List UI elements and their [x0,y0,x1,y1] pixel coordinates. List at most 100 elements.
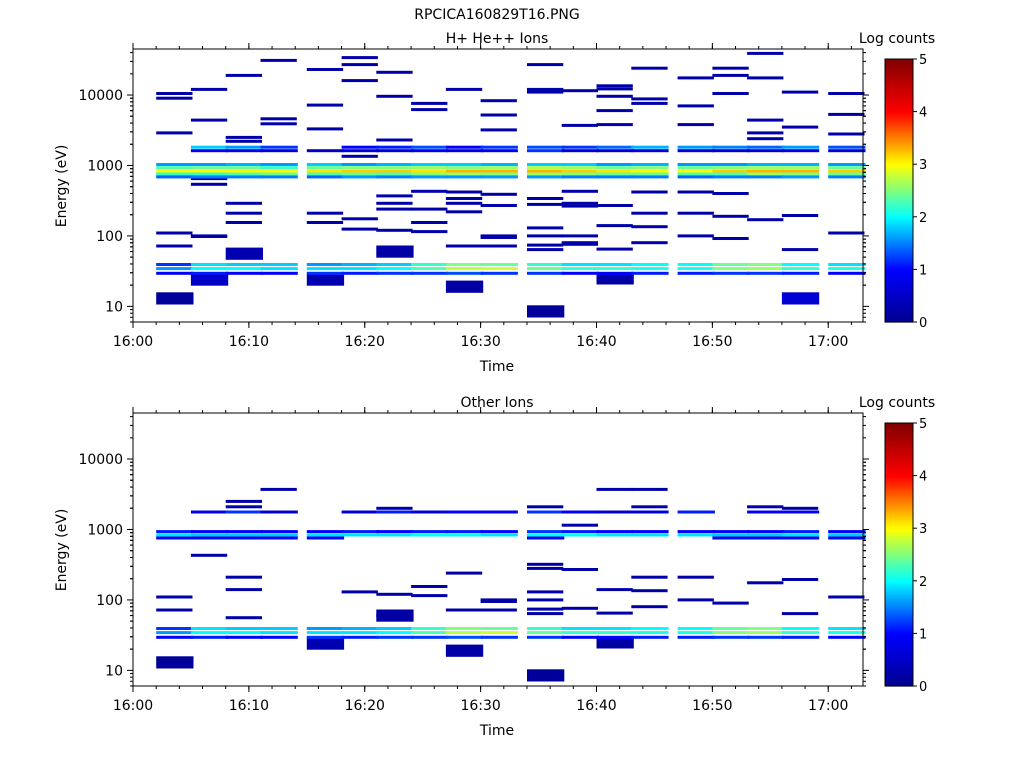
heatmap-cell [190,530,229,534]
plot-frame [132,48,864,323]
colorbar-step [885,146,913,150]
colorbar-step [885,615,913,619]
colorbar-step [885,218,913,222]
heatmap-cell [306,166,345,170]
colorbar-step [885,286,913,290]
heatmap-cell [306,635,345,639]
colorbar-step [885,532,913,536]
heatmap-cell [781,536,820,540]
count-mark [225,505,262,509]
colorbar-step [885,653,913,656]
count-mark [480,234,517,238]
colorbar-step [885,293,913,297]
colorbar-step [885,683,913,687]
heatmap-cell [376,510,414,514]
count-mark [747,51,784,55]
count-mark [828,112,865,116]
count-mark [480,192,517,196]
heatmap-cell [156,175,194,179]
x-tick-label: 16:40 [576,698,616,714]
colorbar-step [885,534,913,538]
count-mark [747,118,784,122]
heatmap-cell [156,267,194,271]
colorbar-step [885,433,913,437]
colorbar-step [885,94,913,97]
colorbar-step [885,591,913,595]
colorbar-step [885,126,913,130]
heatmap-cell [376,163,414,166]
heatmap-cell [376,533,414,537]
colorbar-step [885,238,913,242]
heatmap-cell [445,627,484,630]
colorbar-step [885,122,913,126]
colorbar-step [885,256,913,260]
heatmap-cell [677,631,715,635]
colorbar-step [885,593,913,597]
colorbar-step [885,495,913,499]
colorbar-tick-label: 0 [919,316,927,331]
heatmap-cell [631,149,669,153]
colorbar-step [885,473,913,477]
colorbar-step [885,208,913,211]
colorbar-step [885,199,913,203]
x-tick-label: 16:30 [460,334,500,350]
heatmap-cell [260,267,298,271]
heatmap-cell [596,533,634,537]
count-mark [561,234,598,238]
colorbar-step [885,611,913,615]
count-mark [480,236,517,239]
count-mark [828,595,865,599]
colorbar-step [885,512,913,516]
heatmap-cell [561,530,599,534]
heatmap-cell [306,536,345,540]
colorbar-step [885,672,913,676]
count-mark [225,499,262,503]
heatmap-cell [631,627,669,630]
heatmap-cell [225,163,263,166]
colorbar-step [885,679,913,683]
heatmap-cell [631,145,669,149]
heatmap-cell [712,271,750,275]
heatmap-cell [190,175,229,179]
colorbar-step [885,558,913,562]
colorbar-step [885,194,913,198]
heatmap-cell [781,530,820,534]
count-mark [677,234,714,238]
heatmap-cell [596,175,634,179]
colorbar-step [885,510,913,514]
heatmap-cells [156,51,866,318]
heatmap-cell [260,271,298,275]
heatmap-cell [306,533,345,537]
y-tick-label: 10 [105,299,123,315]
heatmap-cell [828,172,866,176]
colorbar-step [885,466,913,470]
colorbar-step [885,464,913,468]
heatmap-cell [306,267,345,271]
colorbar-step [885,59,913,62]
heatmap-cell [677,530,715,534]
heatmap-cell [156,656,194,669]
heatmap-cell [828,536,866,540]
panel-title: H+ He++ Ions [446,31,549,47]
colorbar-step [885,504,913,507]
count-mark [225,616,262,620]
heatmap-cell [747,166,785,170]
count-mark [596,204,633,207]
colorbar-step [885,313,913,317]
heatmap-cell [480,166,518,170]
heatmap-cell [712,172,750,176]
colorbar-step [885,438,913,442]
heatmap-cell [341,169,379,173]
heatmap-cell [828,263,866,266]
heatmap-cell [411,271,449,275]
heatmap-cell [561,627,599,630]
count-mark [445,201,483,205]
heatmap-cell [677,635,715,639]
count-mark [156,96,193,100]
heatmap-cell [712,175,750,179]
colorbar-step [885,668,913,672]
heatmap-cell [225,247,263,260]
heatmap-cell [828,530,866,534]
colorbar-step [885,644,913,648]
colorbar-step [885,639,913,643]
